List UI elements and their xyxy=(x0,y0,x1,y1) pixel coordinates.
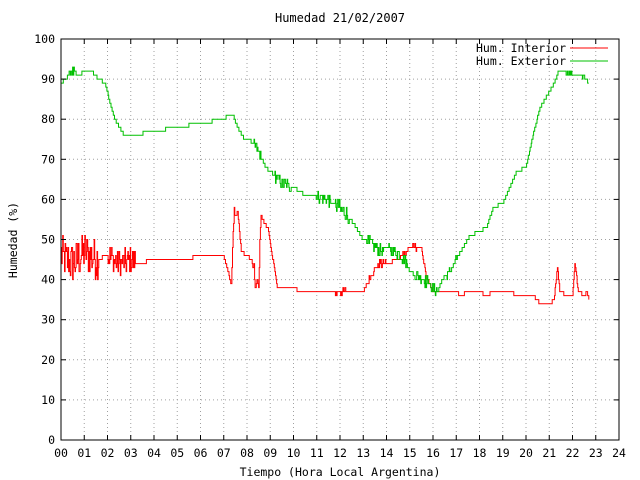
y-tick-label: 40 xyxy=(41,273,55,287)
y-tick-label: 50 xyxy=(41,233,55,247)
y-tick-label: 60 xyxy=(41,192,55,206)
y-tick-label: 70 xyxy=(41,152,55,166)
y-tick-label: 0 xyxy=(48,433,55,447)
tick-layer xyxy=(60,38,620,441)
x-tick-label: 10 xyxy=(287,446,301,460)
y-tick-label: 80 xyxy=(41,112,55,126)
y-tick-label: 90 xyxy=(41,72,55,86)
chart-title: Humedad 21/02/2007 xyxy=(275,11,405,25)
x-tick-label: 22 xyxy=(566,446,580,460)
legend-label-hum-exterior: Hum. Exterior xyxy=(476,54,566,68)
x-tick-label: 00 xyxy=(54,446,68,460)
x-tick-label: 23 xyxy=(589,446,603,460)
y-tick-label: 20 xyxy=(41,353,55,367)
x-tick-label: 03 xyxy=(124,446,138,460)
y-tick-label: 30 xyxy=(41,313,55,327)
x-tick-label: 05 xyxy=(170,446,184,460)
x-axis-label: Tiempo (Hora Local Argentina) xyxy=(240,465,441,479)
x-tick-label: 14 xyxy=(380,446,394,460)
x-tick-label: 12 xyxy=(333,446,347,460)
x-tick-label: 01 xyxy=(77,446,91,460)
y-tick-label: 100 xyxy=(34,32,55,46)
series-line-hum-interior xyxy=(61,206,590,305)
x-tick-label: 17 xyxy=(449,446,463,460)
legend-label-hum-interior: Hum. Interior xyxy=(476,41,566,55)
x-tick-label: 06 xyxy=(194,446,208,460)
x-tick-label: 19 xyxy=(496,446,510,460)
x-tick-label: 09 xyxy=(263,446,277,460)
x-tick-label: 04 xyxy=(147,446,161,460)
x-tick-label: 18 xyxy=(473,446,487,460)
y-tick-label: 10 xyxy=(41,393,55,407)
series-layer xyxy=(61,66,590,305)
x-tick-label: 15 xyxy=(403,446,417,460)
x-tick-label: 13 xyxy=(356,446,370,460)
grid-layer xyxy=(61,39,619,440)
legend: Hum. Interior Hum. Exterior xyxy=(476,41,608,68)
x-tick-label: 16 xyxy=(426,446,440,460)
tick-label-layer: 00 01 02 03 04 05 06 07 08 09 10 11 12 13 14 15 16 17 18 19… xyxy=(34,32,626,460)
x-tick-label: 02 xyxy=(101,446,115,460)
x-tick-label: 20 xyxy=(519,446,533,460)
x-tick-label: 21 xyxy=(542,446,556,460)
x-tick-label: 07 xyxy=(217,446,231,460)
y-axis-label: Humedad (%) xyxy=(6,202,20,278)
series-line-hum-exterior xyxy=(61,66,589,297)
x-tick-label: 08 xyxy=(240,446,254,460)
x-tick-label: 24 xyxy=(612,446,626,460)
x-tick-label: 11 xyxy=(310,446,324,460)
